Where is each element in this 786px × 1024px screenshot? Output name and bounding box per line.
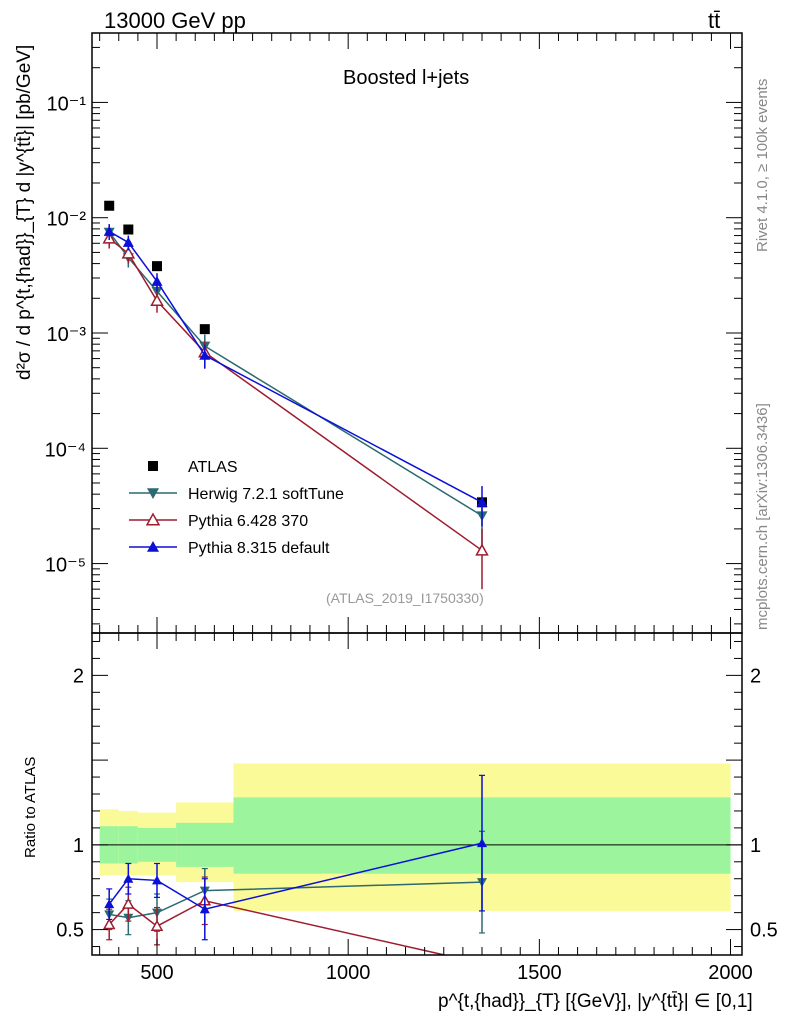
mcplots-label: mcplots.cern.ch [arXiv:1306.3436] (754, 403, 771, 630)
ratio-pythia-8-315-default-point (477, 838, 487, 848)
legend-marker-pythia-8-315-default (147, 541, 159, 552)
x-axis-label: p^{t,{had}}_{T} [{GeV}], |y^{tt̄}| ∈ [0,… (438, 991, 753, 1012)
energy-label: 13000 GeV pp (104, 8, 246, 33)
main-title: Boosted l+jets (343, 67, 470, 89)
main-y-tick-label: 10⁻² (47, 209, 87, 231)
analysis-id: (ATLAS_2019_I1750330) (326, 590, 484, 606)
atlas-point (199, 324, 210, 335)
ratio-pythia-8-315-default-point (199, 904, 210, 914)
atlas-point (104, 200, 115, 211)
pythia-6-428-370-point (150, 293, 164, 307)
ratio-pythia-6-428-370-point (150, 919, 164, 931)
ratio-y-tick-label-right: 1 (750, 835, 761, 857)
x-tick-label: 1000 (326, 962, 371, 984)
atlas-point (152, 261, 162, 272)
pythia-8-315-default-point (103, 225, 115, 236)
legend-marker-herwig-7-2-1-softtune (147, 488, 159, 499)
x-tick-label: 500 (140, 962, 173, 984)
ratio-pythia-8-315-default-point (123, 873, 134, 883)
pythia-8-315-default-point (199, 349, 211, 360)
main-y-tick-label: 10⁻¹ (47, 93, 87, 115)
pythia-8-315-default-point (476, 496, 488, 507)
main-y-tick-label: 10⁻⁵ (45, 555, 86, 577)
ratio-y-axis-label: Ratio to ATLAS (22, 756, 39, 858)
process-label: tt̄ (708, 8, 721, 33)
main-y-tick-label: 10⁻³ (47, 324, 87, 346)
legend-label-atlas: ATLAS (188, 459, 238, 476)
ratio-pythia-8-315-default-point (152, 875, 162, 885)
legend-label-pythia-6-428-370: Pythia 6.428 370 (188, 513, 308, 530)
legend-label-herwig-7-2-1-softtune: Herwig 7.2.1 softTune (188, 486, 344, 503)
legend-marker-atlas (148, 461, 158, 471)
pythia-8-315-default-line (108, 230, 483, 503)
ratio-y-tick-label-left: 1 (73, 835, 84, 857)
ratio-pythia-6-428-370-point (122, 897, 135, 909)
rivet-version-label: Rivet 4.1.0, ≥ 100k events (754, 78, 771, 252)
legend: ATLAS Herwig 7.2.1 softTune Pythia 6.428 3… (129, 459, 344, 557)
pythia-6-428-370-point (475, 543, 489, 556)
ratio-uncertainty-bands (99, 763, 731, 911)
legend-label-pythia-8-315-default: Pythia 8.315 default (188, 540, 330, 557)
ratio-y-tick-label-left: 2 (73, 665, 84, 687)
pythia-8-315-default-point (151, 275, 163, 286)
ratio-y-tick-label-right: 2 (750, 665, 761, 687)
main-y-axis-label: d²σ / d p^{t,{had}}_{T} d |y^{tt̄}| [pb/… (14, 44, 35, 380)
legend-marker-pythia-6-428-370 (145, 512, 161, 526)
pythia-8-315-default-point (122, 236, 134, 247)
ratio-y-tick-label-left: 0.5 (56, 920, 84, 942)
ratio-y-tick-label-right: 0.5 (750, 920, 778, 942)
pythia-6-428-370-line (108, 237, 483, 552)
main-y-tick-label: 10⁻⁴ (45, 439, 86, 461)
pythia-6-428-370-point (121, 246, 136, 259)
x-tick-label: 2000 (708, 962, 753, 984)
x-tick-label: 1500 (517, 962, 562, 984)
atlas-point (123, 224, 134, 235)
ratio-pythia-8-315-default-point (104, 899, 115, 909)
ratio-pythia-6-428-370-point (102, 917, 116, 930)
